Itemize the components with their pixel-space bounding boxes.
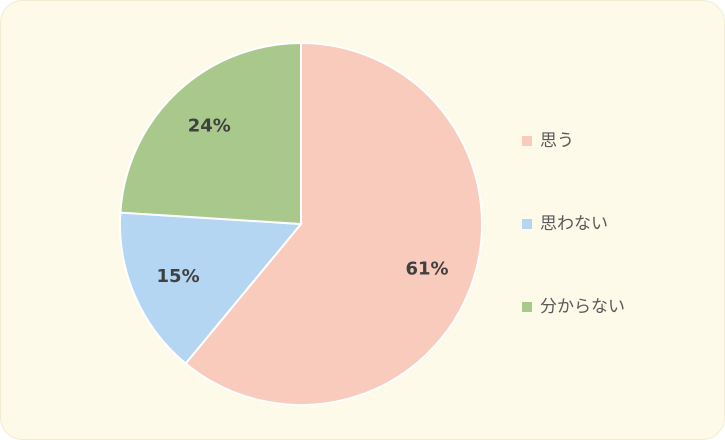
legend-swatch (522, 136, 532, 146)
data-label: 15% (157, 266, 200, 287)
data-label: 61% (405, 258, 448, 279)
legend-label: 分からない (540, 297, 625, 317)
pie-slice (184, 41, 483, 406)
legend-swatch (522, 219, 532, 229)
legend-label: 思わない (540, 214, 608, 234)
data-label: 24% (188, 115, 231, 136)
legend-swatch (522, 302, 532, 312)
pie-slice (119, 41, 302, 226)
legend-label: 思う (540, 131, 574, 151)
pie-slice (119, 211, 304, 365)
